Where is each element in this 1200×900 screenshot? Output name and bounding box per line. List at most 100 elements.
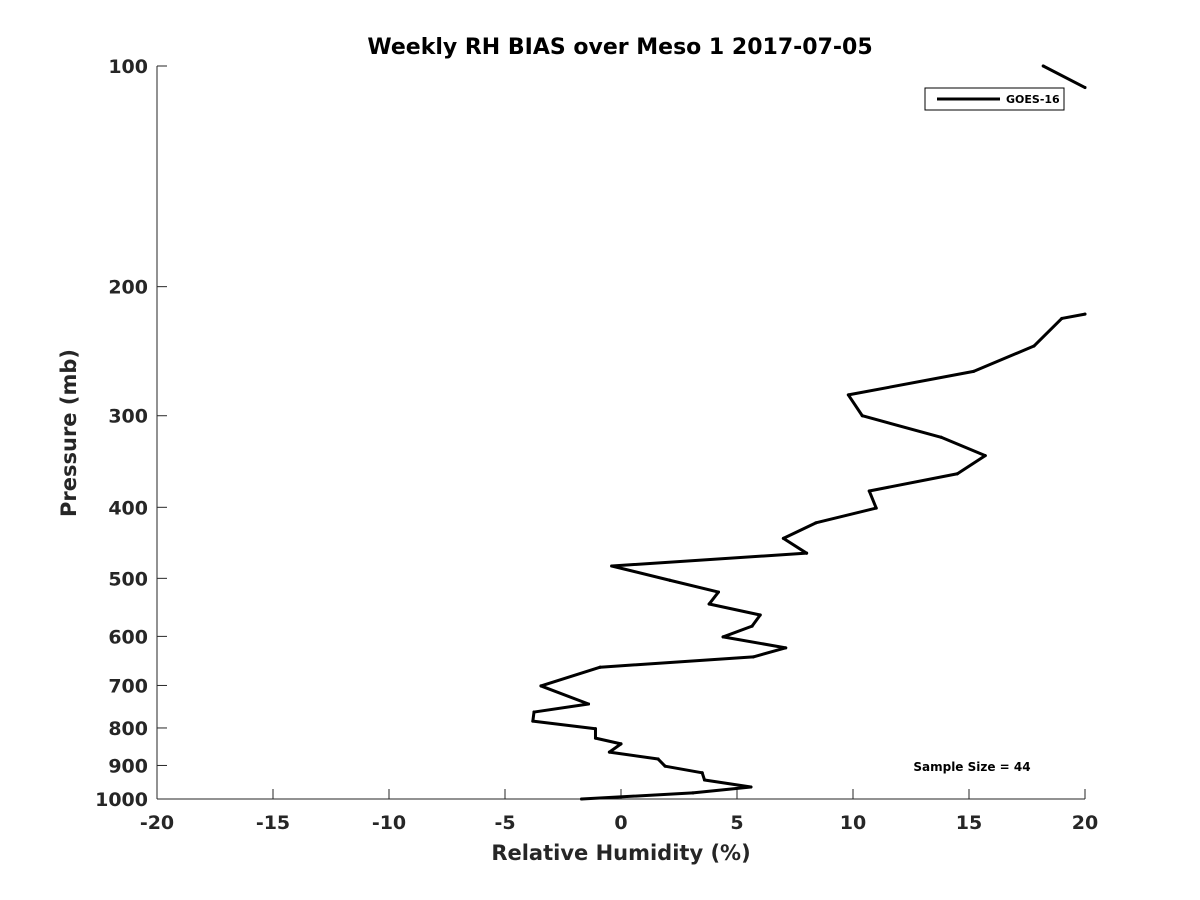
data-point: [1041, 64, 1045, 68]
y-tick-label: 700: [108, 675, 148, 697]
data-point: [707, 602, 711, 606]
data-point: [593, 727, 597, 731]
series-line-segment: [721, 624, 754, 639]
data-point: [784, 646, 788, 650]
series-line-segment: [781, 536, 809, 555]
data-point: [587, 702, 591, 706]
y-tick-label: 300: [108, 406, 148, 428]
chart-title: Weekly RH BIAS over Meso 1 2017-07-05: [367, 35, 872, 60]
x-tick-label: -5: [494, 812, 515, 834]
series-line-segment: [955, 454, 987, 476]
data-point: [539, 684, 543, 688]
series-line-segment: [610, 564, 672, 582]
series-line-segment: [1041, 64, 1087, 90]
x-tick-label: 20: [1072, 812, 1098, 834]
data-point: [531, 719, 535, 723]
data-point: [691, 791, 695, 795]
x-axis-ticks: -20 -15 -10 -5 0 5 10 15 20: [140, 789, 1098, 834]
series-line-segment: [1032, 316, 1064, 348]
series-line-segment: [846, 393, 864, 418]
data-point: [668, 578, 672, 582]
series-line-segment: [610, 551, 809, 568]
y-tick-label: 1000: [95, 789, 148, 811]
series-line-segment: [751, 646, 788, 659]
data-point: [983, 454, 987, 458]
y-tick-label: 900: [108, 755, 148, 777]
data-point: [532, 710, 536, 714]
data-point: [814, 521, 818, 525]
data-point: [749, 785, 753, 789]
data-point: [716, 590, 720, 594]
y-tick-label: 800: [108, 718, 148, 740]
data-point: [610, 564, 614, 568]
series-line-segment: [707, 590, 720, 606]
x-tick-label: -15: [256, 812, 290, 834]
data-point: [580, 797, 584, 801]
y-tick-label: 100: [108, 56, 148, 78]
series-line-segment: [531, 719, 597, 731]
data-point: [939, 435, 943, 439]
data-point: [781, 536, 785, 540]
series-line-segment: [580, 791, 695, 801]
series-line-segment: [867, 489, 878, 510]
series-line-segment: [531, 710, 536, 723]
y-tick-label: 200: [108, 277, 148, 299]
data-point: [750, 624, 754, 628]
data-point: [656, 757, 660, 761]
axes: [156, 66, 1085, 800]
series-line-segment: [663, 764, 704, 775]
series-line-segment: [656, 757, 667, 768]
data-point: [972, 369, 976, 373]
data-point: [874, 506, 878, 510]
series-line-segment: [532, 702, 591, 714]
y-tick-label: 600: [108, 626, 148, 648]
series-line-segment: [607, 742, 623, 754]
series-line-segment: [781, 521, 818, 540]
x-tick-label: -20: [140, 812, 174, 834]
series-line-segment: [668, 578, 720, 594]
series-line-segment: [860, 414, 943, 439]
data-point: [700, 771, 704, 775]
y-tick-label: 400: [108, 497, 148, 519]
data-point: [593, 736, 597, 740]
series-line-segment: [539, 684, 591, 706]
data-point: [1083, 312, 1087, 316]
x-tick-label: 15: [956, 812, 982, 834]
series-line-segment: [972, 344, 1036, 373]
legend: GOES-16: [924, 87, 1065, 111]
data-point: [721, 635, 725, 639]
data-point: [860, 414, 864, 418]
y-axis-ticks: 100 200 300 400 500 600 700 800 900 1000: [95, 56, 167, 811]
x-tick-label: 5: [730, 812, 743, 834]
data-point: [846, 393, 850, 397]
data-point: [703, 778, 707, 782]
sample-size-annotation: Sample Size = 44: [913, 760, 1030, 774]
x-tick-label: -10: [372, 812, 406, 834]
series-line-segment: [539, 665, 602, 688]
series-line-segment: [1060, 312, 1087, 320]
series-line-segment: [867, 472, 959, 493]
data-point: [867, 489, 871, 493]
series-line-segment: [721, 635, 788, 650]
legend-label: GOES-16: [1006, 93, 1060, 106]
data-point: [758, 613, 762, 617]
data-point: [805, 551, 809, 555]
data-point: [751, 655, 755, 659]
series-line-segment: [939, 435, 987, 458]
series-line-segment: [750, 613, 762, 628]
series-line-segment: [707, 602, 762, 617]
data-point: [1060, 316, 1064, 320]
x-tick-label: 10: [840, 812, 866, 834]
plot-area: [531, 64, 1087, 801]
data-point: [598, 665, 602, 669]
data-point: [1083, 86, 1087, 90]
data-point: [1032, 344, 1036, 348]
series-line-segment: [691, 785, 753, 795]
data-point: [607, 750, 611, 754]
data-point: [619, 742, 623, 746]
series-line-segment: [814, 506, 878, 525]
y-tick-label: 500: [108, 568, 148, 590]
series-line-segment: [703, 778, 753, 789]
data-point: [955, 472, 959, 476]
